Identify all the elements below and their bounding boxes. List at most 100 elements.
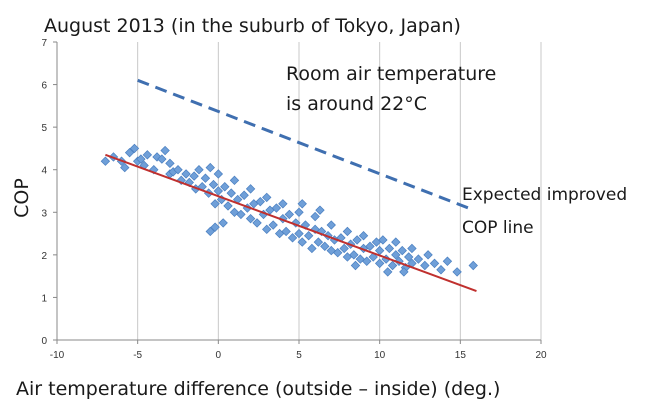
data-point bbox=[239, 190, 249, 200]
data-point bbox=[468, 260, 478, 271]
data-point bbox=[136, 154, 146, 164]
data-point bbox=[181, 169, 191, 179]
data-point bbox=[142, 150, 153, 160]
data-point bbox=[152, 152, 162, 162]
data-point bbox=[120, 162, 130, 173]
data-point bbox=[355, 254, 366, 264]
data-point bbox=[442, 256, 453, 266]
x-tick-label: -5 bbox=[133, 350, 142, 361]
room-temp-annotation-line2: is around 22°C bbox=[286, 93, 427, 115]
data-point bbox=[326, 220, 336, 230]
y-tick-label: 5 bbox=[41, 123, 47, 134]
data-point bbox=[262, 224, 272, 235]
data-point bbox=[387, 260, 398, 271]
data-point bbox=[220, 182, 230, 192]
data-point bbox=[294, 228, 304, 239]
data-point bbox=[129, 143, 140, 154]
data-point bbox=[307, 243, 317, 254]
data-point bbox=[383, 267, 393, 277]
data-point bbox=[278, 199, 288, 209]
data-point bbox=[362, 256, 372, 266]
chart-title: August 2013 (in the suburb of Tokyo, Jap… bbox=[44, 15, 461, 37]
data-point bbox=[245, 213, 256, 224]
data-point bbox=[315, 205, 325, 215]
data-point bbox=[268, 220, 278, 230]
trend-lines bbox=[105, 78, 477, 292]
data-point bbox=[365, 241, 375, 252]
expected-cop-annotation-line2: COP line bbox=[462, 218, 534, 238]
data-point bbox=[245, 184, 256, 194]
data-point bbox=[284, 209, 295, 220]
data-point bbox=[262, 192, 272, 203]
y-tick-label: 7 bbox=[41, 38, 47, 49]
data-point bbox=[391, 237, 401, 247]
y-tick-labels: 0 1 2 3 4 5 6 7 bbox=[41, 38, 47, 347]
data-points bbox=[100, 143, 478, 277]
data-point bbox=[226, 188, 236, 198]
data-point bbox=[218, 218, 228, 228]
data-point bbox=[429, 258, 440, 269]
x-tick-label: 15 bbox=[455, 350, 467, 361]
y-axis-label: COP bbox=[11, 178, 33, 218]
x-axis-label: Air temperature difference (outside – in… bbox=[16, 378, 500, 400]
y-tick-label: 3 bbox=[41, 208, 47, 219]
data-point bbox=[205, 162, 215, 173]
data-point bbox=[229, 207, 240, 217]
data-point bbox=[378, 235, 388, 245]
data-point bbox=[100, 156, 111, 166]
y-tick-label: 1 bbox=[41, 293, 47, 304]
regression-line bbox=[105, 153, 477, 292]
expected-cop-annotation-line1: Expected improved bbox=[462, 185, 627, 205]
y-tick-label: 4 bbox=[41, 166, 47, 177]
data-point bbox=[303, 231, 314, 241]
x-tick-labels: -10 -5 0 5 10 15 20 bbox=[50, 350, 547, 361]
data-point bbox=[326, 245, 336, 256]
y-tick-label: 0 bbox=[41, 336, 47, 347]
y-tick-label: 6 bbox=[41, 81, 47, 92]
data-point bbox=[200, 173, 211, 183]
data-point bbox=[252, 218, 262, 228]
data-point bbox=[194, 165, 204, 175]
data-point bbox=[157, 154, 167, 164]
data-point bbox=[173, 165, 183, 175]
data-point bbox=[423, 250, 433, 260]
data-point bbox=[205, 226, 215, 237]
grid-lines bbox=[137, 42, 542, 340]
data-point bbox=[349, 250, 359, 260]
data-point bbox=[291, 218, 301, 228]
data-point bbox=[436, 265, 446, 275]
data-point bbox=[281, 226, 291, 237]
x-tick-label: 10 bbox=[374, 350, 386, 361]
data-point bbox=[320, 241, 330, 252]
data-point bbox=[350, 260, 361, 271]
data-point bbox=[184, 177, 194, 188]
data-point bbox=[229, 175, 240, 186]
data-point bbox=[287, 233, 298, 243]
data-point bbox=[352, 235, 362, 245]
data-point bbox=[452, 267, 462, 277]
data-point bbox=[297, 237, 307, 247]
x-tick-label: 20 bbox=[535, 350, 547, 361]
data-point bbox=[399, 267, 409, 277]
y-tick-label: 2 bbox=[41, 251, 47, 262]
data-point bbox=[223, 201, 233, 211]
x-tick-label: -10 bbox=[50, 350, 65, 361]
data-point bbox=[189, 171, 199, 181]
data-point bbox=[358, 231, 369, 241]
data-point bbox=[310, 211, 320, 222]
room-temp-annotation-line1: Room air temperature bbox=[286, 63, 496, 85]
data-point bbox=[213, 169, 224, 179]
expected-improved-cop-line bbox=[137, 78, 469, 210]
data-point bbox=[420, 260, 430, 271]
data-point bbox=[255, 196, 265, 207]
data-point bbox=[236, 209, 246, 220]
data-point bbox=[407, 243, 417, 254]
data-point bbox=[271, 203, 282, 213]
data-point bbox=[391, 250, 401, 260]
data-point bbox=[397, 245, 407, 256]
data-point bbox=[404, 252, 414, 262]
data-point bbox=[313, 237, 324, 247]
x-tick-label: 0 bbox=[216, 350, 222, 361]
data-point bbox=[294, 207, 304, 217]
